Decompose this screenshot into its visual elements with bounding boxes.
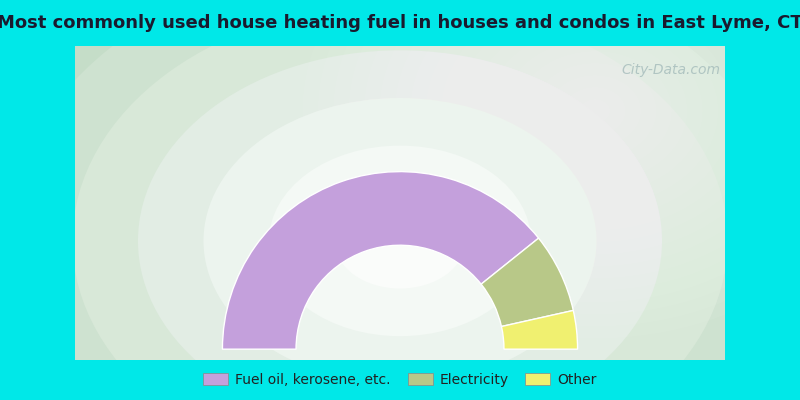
- Ellipse shape: [518, 51, 672, 171]
- Ellipse shape: [334, 0, 800, 314]
- Ellipse shape: [138, 50, 662, 400]
- Ellipse shape: [318, 0, 800, 326]
- Ellipse shape: [334, 193, 466, 288]
- Ellipse shape: [379, 0, 800, 278]
- Ellipse shape: [364, 0, 800, 290]
- Ellipse shape: [349, 0, 800, 302]
- Ellipse shape: [549, 75, 641, 147]
- Ellipse shape: [487, 27, 702, 195]
- Legend: Fuel oil, kerosene, etc., Electricity, Other: Fuel oil, kerosene, etc., Electricity, O…: [198, 368, 602, 392]
- Ellipse shape: [7, 0, 793, 400]
- Ellipse shape: [441, 0, 749, 231]
- Text: City-Data.com: City-Data.com: [622, 63, 721, 77]
- Text: Most commonly used house heating fuel in houses and condos in East Lyme, CT: Most commonly used house heating fuel in…: [0, 14, 800, 32]
- Wedge shape: [222, 172, 538, 349]
- Ellipse shape: [564, 87, 626, 135]
- Ellipse shape: [502, 39, 687, 183]
- Ellipse shape: [534, 63, 657, 159]
- Ellipse shape: [395, 0, 795, 266]
- Ellipse shape: [203, 98, 597, 384]
- Ellipse shape: [457, 3, 734, 219]
- Ellipse shape: [410, 0, 779, 254]
- Ellipse shape: [472, 15, 718, 207]
- Ellipse shape: [73, 3, 727, 400]
- Ellipse shape: [302, 0, 800, 338]
- Ellipse shape: [579, 99, 610, 123]
- Wedge shape: [502, 310, 578, 349]
- Wedge shape: [481, 238, 574, 326]
- Ellipse shape: [269, 146, 531, 336]
- Ellipse shape: [426, 0, 764, 243]
